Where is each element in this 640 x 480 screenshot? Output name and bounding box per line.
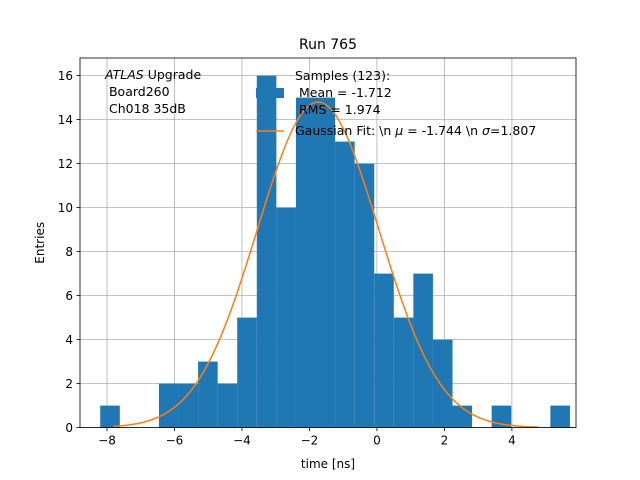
- histogram-bar-7: [237, 317, 257, 428]
- histogram-bar-5: [198, 361, 218, 428]
- histogram-bars: [100, 75, 570, 428]
- histogram-bar-6: [217, 383, 238, 428]
- y-tick-label-6: 12: [58, 157, 73, 171]
- histogram-bar-14: [374, 273, 394, 428]
- legend-fit-mid: = -1.744 \n: [403, 123, 482, 138]
- histogram-bar-9: [276, 207, 296, 428]
- histogram-bar-4: [178, 383, 199, 428]
- y-tick-label-2: 4: [65, 333, 73, 347]
- y-tick-label-1: 2: [65, 377, 73, 391]
- annotation-line-1: ATLAS Upgrade: [104, 67, 201, 82]
- y-tick-label-4: 8: [65, 245, 73, 259]
- y-tick-label-3: 6: [65, 289, 73, 303]
- histogram-bar-23: [550, 405, 570, 428]
- plot-frame: [79, 57, 577, 429]
- x-tick-label-3: −2: [301, 434, 319, 448]
- histogram-bar-18: [452, 405, 473, 428]
- legend-histogram-swatch: [256, 88, 284, 98]
- histogram-bar-15: [393, 317, 414, 428]
- histogram-bar-11: [315, 97, 336, 428]
- annotation-atlas: ATLAS: [104, 67, 144, 82]
- histogram-bar-3: [158, 383, 179, 428]
- x-tick-label-4: 0: [373, 434, 381, 448]
- histogram-bar-13: [354, 163, 375, 428]
- y-axis-ticks: 0 2 4 6 8 10 12 14 16: [58, 69, 80, 435]
- histogram-bar-0: [100, 405, 120, 428]
- legend-histogram-line-3: RMS = 1.974: [295, 102, 381, 117]
- histogram-bar-17: [432, 339, 453, 428]
- legend-fit-suffix: =1.807: [490, 123, 536, 138]
- legend-fit-mu: μ: [394, 123, 403, 138]
- x-tick-label-6: 4: [508, 434, 516, 448]
- histogram-bar-12: [335, 141, 355, 428]
- histogram-bar-8: [256, 75, 277, 428]
- annotation: ATLAS Upgrade Board260 Ch018 35dB: [104, 67, 201, 116]
- legend-histogram-line-1: Samples (123):: [295, 68, 390, 83]
- annotation-upgrade: Upgrade: [144, 67, 202, 82]
- y-tick-label-7: 14: [58, 113, 73, 127]
- x-tick-label-1: −6: [166, 434, 184, 448]
- x-axis-ticks: −8 −6 −4 −2 0 2 4: [98, 427, 516, 448]
- histogram-bar-16: [413, 273, 433, 428]
- x-tick-label-2: −4: [233, 434, 251, 448]
- chart-title: Run 765: [299, 37, 357, 53]
- legend-fit-label: Gaussian Fit: \n μ = -1.744 \n σ=1.807: [295, 123, 536, 138]
- annotation-line-3: Ch018 35dB: [105, 101, 186, 116]
- x-axis-label: time [ns]: [301, 457, 355, 471]
- annotation-line-2: Board260: [105, 84, 170, 99]
- legend-fit-prefix: Gaussian Fit: \n: [295, 123, 395, 138]
- legend-fit-sigma: σ: [482, 123, 491, 138]
- y-tick-label-8: 16: [58, 69, 73, 83]
- legend-histogram-line-2: Mean = -1.712: [295, 85, 392, 100]
- gaussian-fit-curve: [113, 101, 539, 428]
- legend: Samples (123): Mean = -1.712 RMS = 1.974…: [256, 68, 536, 138]
- y-tick-label-5: 10: [58, 201, 73, 215]
- histogram-bar-10: [295, 97, 316, 428]
- y-tick-label-0: 0: [65, 421, 73, 435]
- histogram-bar-20: [491, 405, 512, 428]
- x-tick-label-5: 2: [441, 434, 449, 448]
- x-tick-label-0: −8: [98, 434, 116, 448]
- y-axis-label: Entries: [33, 222, 47, 264]
